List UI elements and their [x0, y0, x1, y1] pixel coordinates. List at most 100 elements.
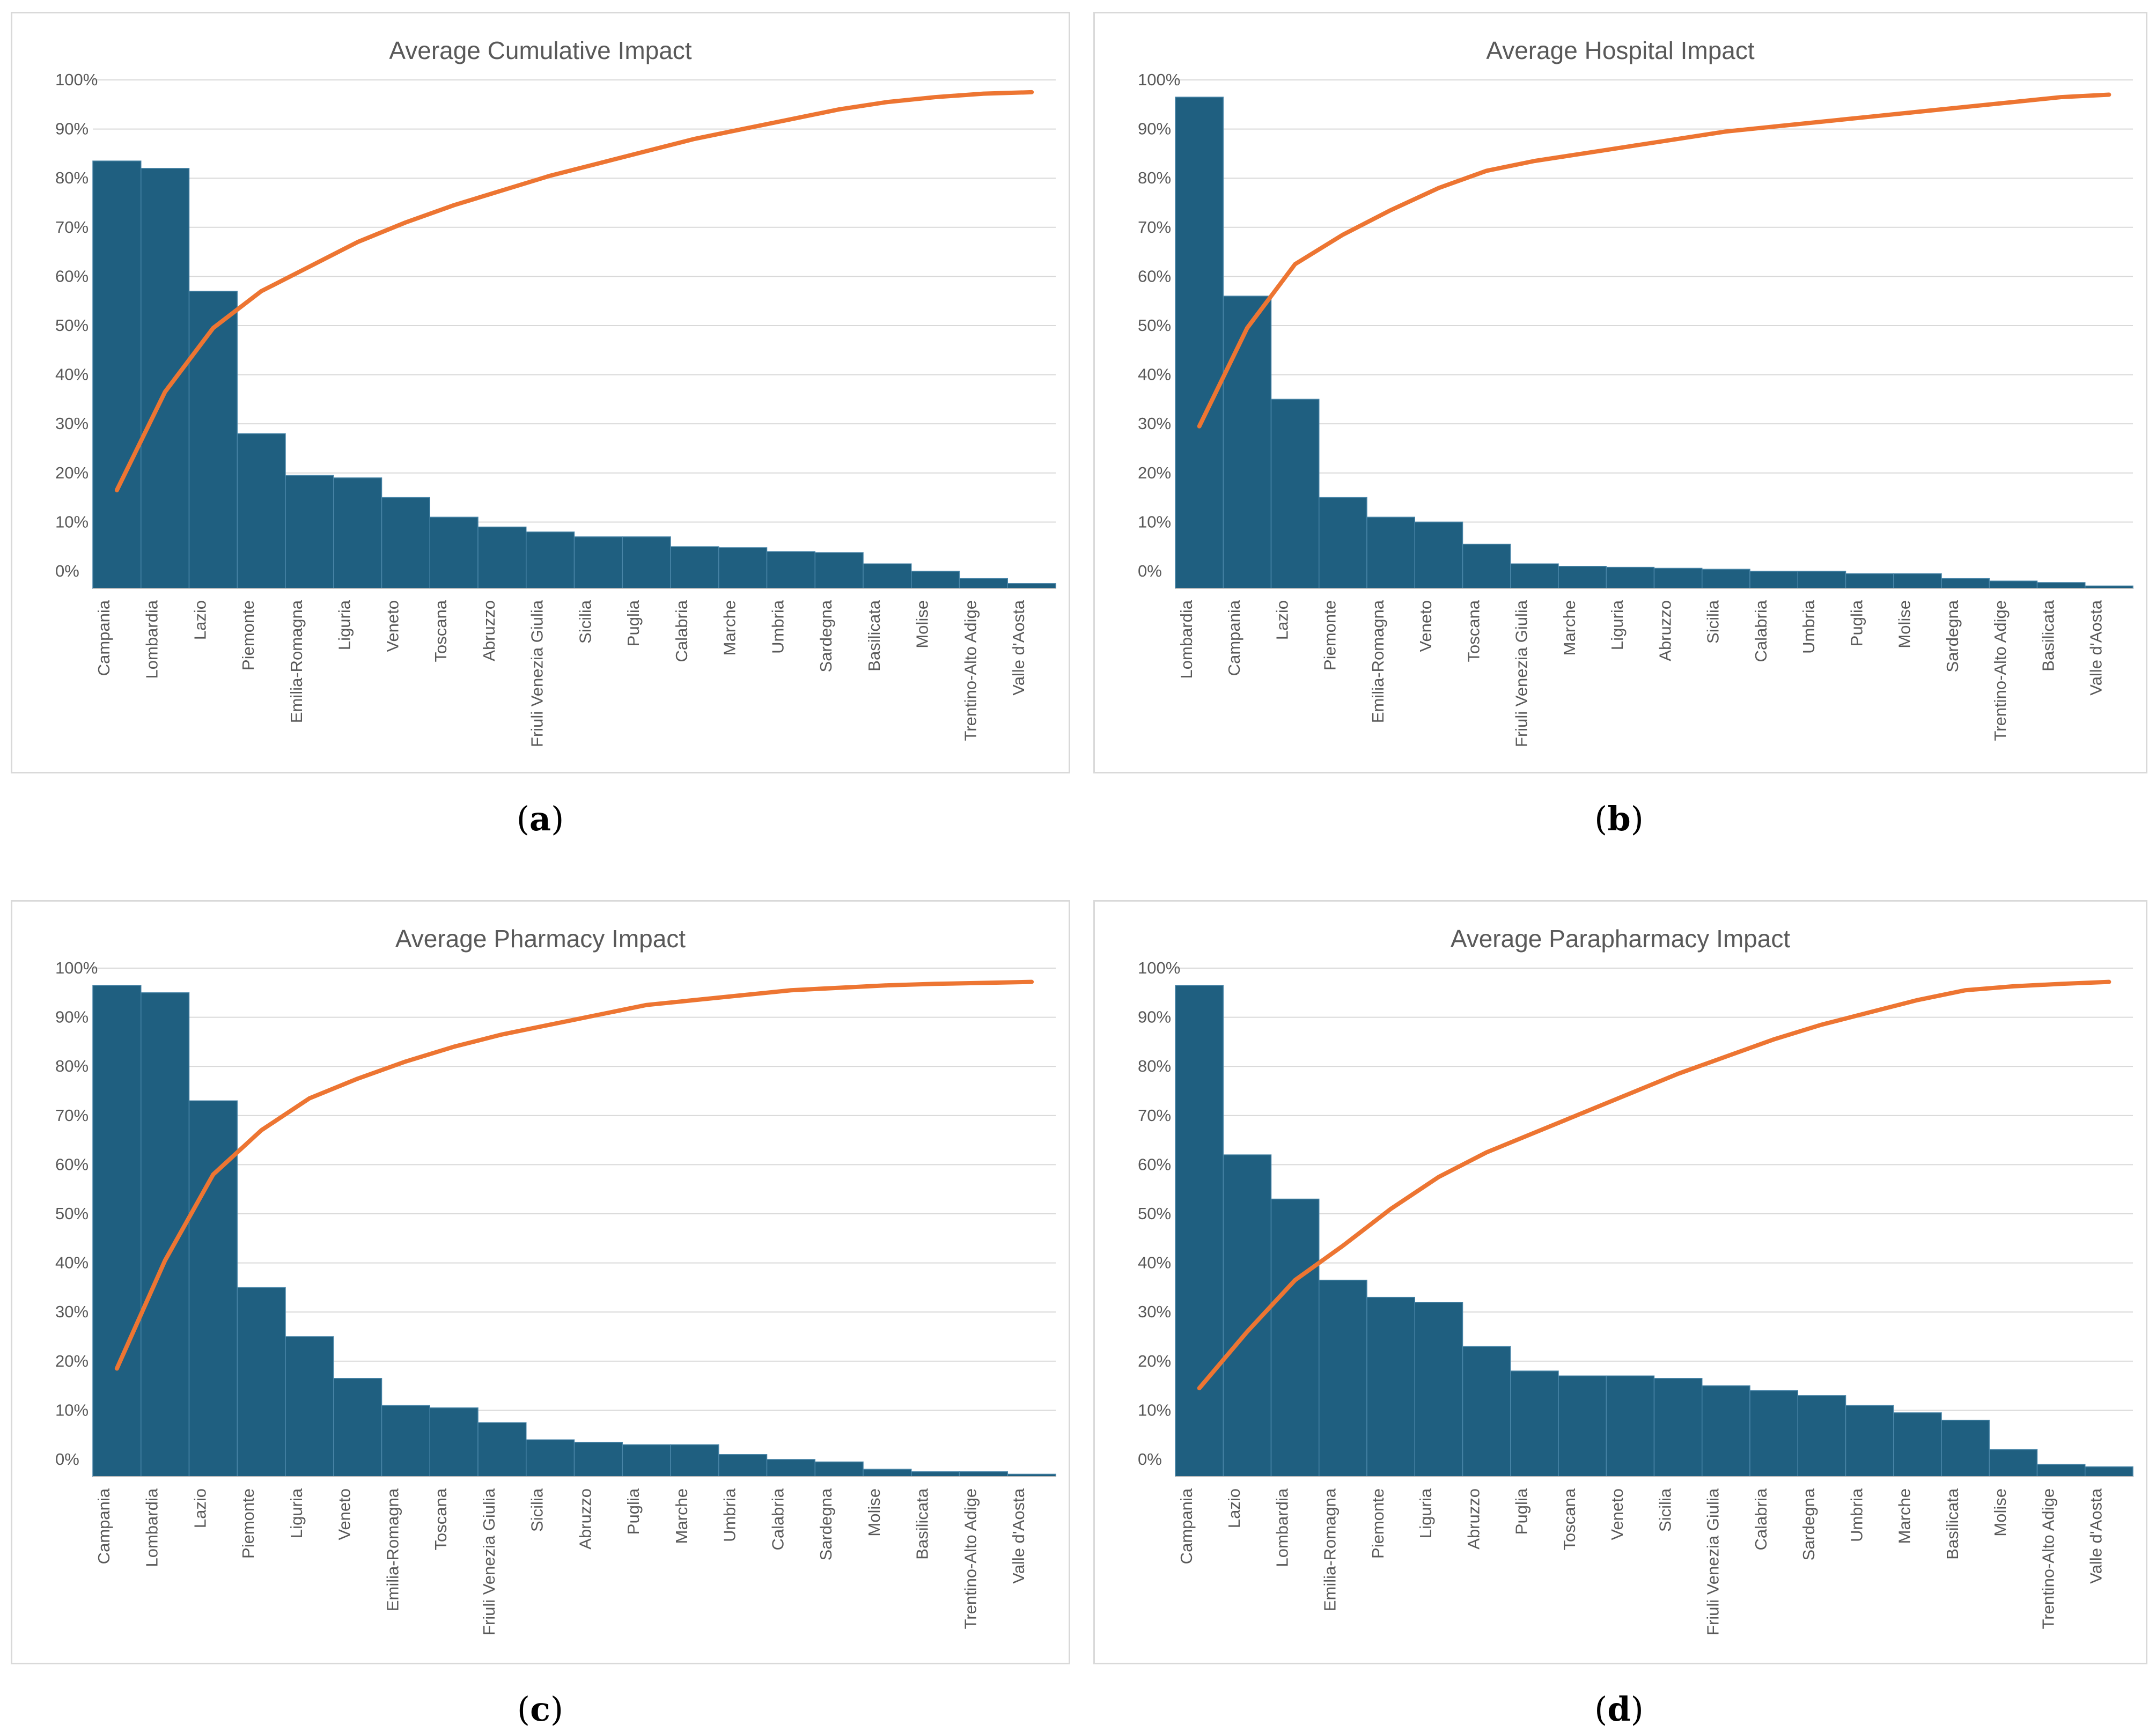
caption-a: (a): [516, 799, 564, 838]
bar: [1223, 296, 1272, 589]
y-tick-label: 70%: [55, 1106, 89, 1125]
y-tick-label: 30%: [55, 1302, 89, 1321]
bar: [622, 1444, 671, 1477]
bar: [959, 578, 1008, 589]
y-tick-label: 20%: [1138, 463, 1171, 482]
y-tick-label: 100%: [55, 70, 98, 89]
y-tick-label: 30%: [1138, 414, 1171, 433]
y-tick-label: 50%: [55, 316, 89, 335]
category-label: Marche: [1560, 600, 1579, 655]
bar: [1797, 1395, 1846, 1477]
y-tick-label: 0%: [55, 1450, 79, 1469]
category-label: Campania: [1225, 600, 1243, 676]
y-tick-label: 40%: [1138, 1253, 1171, 1272]
bar: [670, 1444, 719, 1477]
category-label: Sicilia: [1655, 1488, 1674, 1532]
bar: [285, 475, 334, 589]
pareto-chart-c: 0% 10% 20% 30% 40% 50% 60% 70% 80% 90% 100% Campani…: [55, 958, 1056, 1635]
caption-b: (b): [1594, 799, 1644, 838]
category-label: Emilia-Romagna: [1321, 1488, 1340, 1611]
category-label: Basilicata: [913, 1488, 932, 1559]
category-label: Veneto: [1416, 600, 1435, 652]
category-label: Piemonte: [239, 1488, 257, 1559]
y-tick-label: 50%: [1138, 1204, 1171, 1223]
category-label: Calabria: [768, 1488, 787, 1550]
chart-panel-a: Average Cumulative Impact 0% 10% 20% 30% 40%…: [11, 12, 1070, 773]
category-label: Puglia: [1512, 1488, 1531, 1535]
category-label: Sardegna: [816, 600, 835, 672]
category-label: Campania: [1177, 1488, 1196, 1564]
bar: [1366, 517, 1415, 589]
y-tick-label: 50%: [55, 1204, 89, 1223]
chart-title: Average Pharmacy Impact: [395, 925, 686, 953]
y-tick-label: 40%: [1138, 365, 1171, 384]
category-label: Molise: [865, 1488, 884, 1537]
bar: [1606, 566, 1655, 589]
bar: [1510, 1370, 1559, 1477]
y-tick-label: 70%: [1138, 1106, 1171, 1125]
bar: [477, 526, 527, 589]
category-label: Lombardia: [143, 1488, 161, 1567]
category-label: Veneto: [383, 600, 402, 652]
pareto-chart-a: 0% 10% 20% 30% 40% 50% 60% 70% 80% 90% 100% Campani…: [55, 70, 1056, 747]
y-tick-label: 70%: [1138, 218, 1171, 237]
y-tick-label: 90%: [55, 120, 89, 138]
y-tick-label: 10%: [55, 1400, 89, 1419]
y-tick-label: 80%: [1138, 1057, 1171, 1075]
bar: [1653, 567, 1703, 589]
category-label: Valle d'Aosta: [2087, 600, 2106, 695]
bar: [526, 1439, 575, 1477]
bar: [1893, 1412, 1942, 1477]
cumulative-line: [114, 90, 1034, 492]
category-label: Emilia-Romagna: [383, 1488, 402, 1611]
category-label: Abruzzo: [1464, 1488, 1483, 1550]
category-label: Molise: [913, 600, 932, 648]
y-tick-label: 10%: [55, 512, 89, 531]
category-label: Piemonte: [1321, 600, 1340, 670]
y-tick-label: 100%: [1138, 70, 1180, 89]
bar: [1558, 1375, 1607, 1477]
bar: [1653, 1378, 1703, 1477]
category-label: Friuli Venezia Giulia: [1704, 1488, 1723, 1635]
chart-panel-b: Average Hospital Impact 0% 10% 20% 30% 40% 50…: [1093, 12, 2147, 773]
bar: [766, 1459, 815, 1477]
bar: [863, 1469, 912, 1477]
bar: [2036, 582, 2086, 589]
bar: [1749, 571, 1798, 589]
category-label: Sicilia: [1704, 600, 1723, 644]
y-tick-label: 0%: [55, 562, 79, 580]
bar: [1941, 578, 1990, 589]
bar: [1702, 1385, 1750, 1477]
y-tick-label: 20%: [55, 463, 89, 482]
category-label: Puglia: [1847, 600, 1866, 646]
bar: [1175, 97, 1224, 589]
bar: [1989, 580, 2038, 589]
bar: [333, 477, 382, 589]
category-label: Toscana: [431, 1488, 450, 1550]
y-tick-label: 60%: [1138, 1155, 1171, 1174]
caption-c: (c): [517, 1690, 564, 1729]
category-label: Umbria: [720, 1488, 739, 1542]
bar: [1270, 399, 1320, 589]
bar: [141, 168, 190, 589]
bar: [92, 160, 142, 589]
bar: [1414, 521, 1463, 589]
y-tick-label: 90%: [1138, 1008, 1171, 1027]
category-label: Puglia: [624, 1488, 643, 1535]
bar: [1989, 1449, 2038, 1477]
y-tick-label: 30%: [55, 414, 89, 433]
pareto-chart-d: 0% 10% 20% 30% 40% 50% 60% 70% 80% 90% 100% Campani…: [1138, 958, 2133, 1635]
category-label: Umbria: [768, 600, 787, 654]
bar: [1845, 573, 1894, 589]
bar: [1462, 543, 1511, 589]
y-tick-label: 100%: [1138, 958, 1180, 977]
category-label: Lombardia: [1272, 1488, 1291, 1567]
y-tick-label: 10%: [1138, 512, 1171, 531]
caption-d: (d): [1594, 1690, 1644, 1729]
category-label: Trentino-Alto Adige: [961, 1488, 980, 1629]
bar: [1319, 1279, 1367, 1477]
chart-title: Average Parapharmacy Impact: [1450, 925, 1791, 953]
y-tick-label: 10%: [1138, 1400, 1171, 1419]
bar: [718, 1454, 768, 1477]
category-label: Basilicata: [2039, 600, 2057, 671]
